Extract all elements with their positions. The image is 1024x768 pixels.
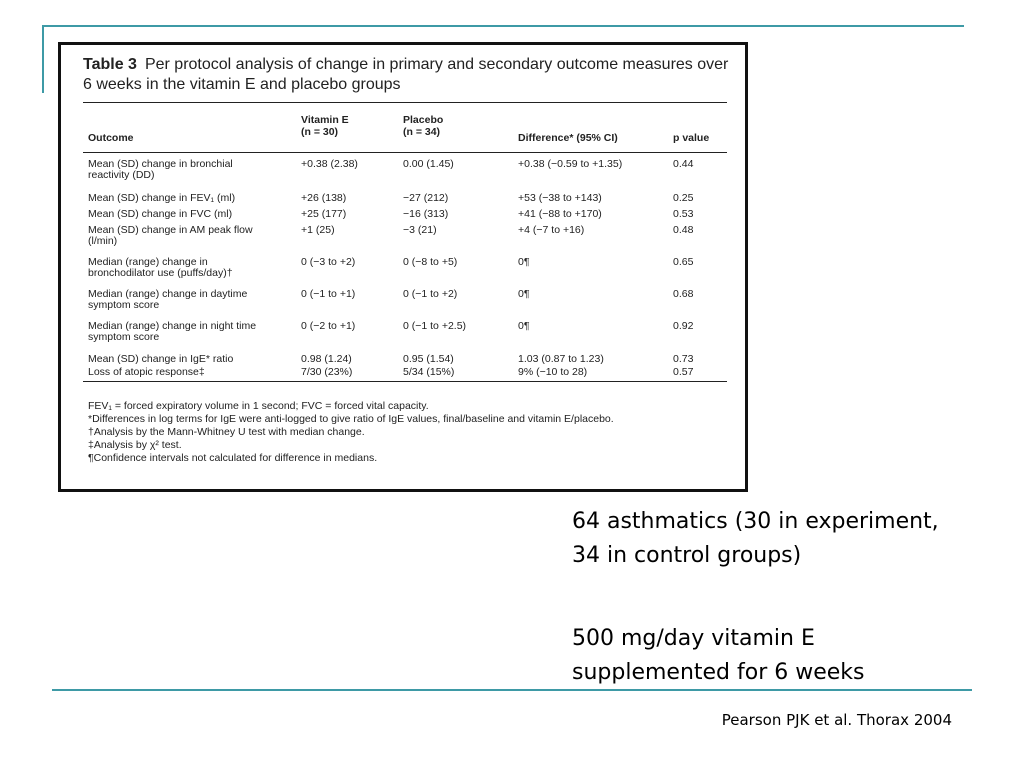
cell-p-value: 0.65 <box>673 256 694 268</box>
bullet-dosage: 500 mg/day vitamin E supplemented for 6 … <box>572 626 865 685</box>
cell-p-value: 0.92 <box>673 320 694 332</box>
cell-placebo: 0 (−8 to +5) <box>403 256 458 268</box>
footnote: *Differences in log terms for IgE were a… <box>88 413 614 425</box>
header-rule <box>83 152 727 153</box>
cell-vitamin-e: 0 (−1 to +1) <box>301 288 356 300</box>
cell-outcome: Loss of atopic response‡ <box>88 366 205 378</box>
cell-placebo: −3 (21) <box>403 224 437 236</box>
cell-outcome: Mean (SD) change in IgE* ratio <box>88 353 234 365</box>
cell-vitamin-e: +1 (25) <box>301 224 335 236</box>
cell-difference: 0¶ <box>518 288 530 300</box>
cell-vitamin-e: +26 (138) <box>301 192 347 204</box>
cell-p-value: 0.57 <box>673 366 694 378</box>
header-outcome: Outcome <box>88 132 134 144</box>
cell-outcome: Mean (SD) change in FVC (ml) <box>88 208 233 220</box>
slide-top-rule <box>42 25 964 27</box>
cell-vitamin-e: 0 (−3 to +2) <box>301 256 356 268</box>
cell-vitamin-e: 0.98 (1.24) <box>301 353 352 365</box>
cell-p-value: 0.48 <box>673 224 694 236</box>
header-placebo: Placebo (n = 34) <box>403 114 444 138</box>
footnote: ‡Analysis by χ² test. <box>88 439 182 451</box>
cell-outcome: Mean (SD) change in AM peak flow (l/min) <box>88 224 253 247</box>
footnote: †Analysis by the Mann-Whitney U test wit… <box>88 426 365 438</box>
table-number: Table 3 <box>83 56 137 73</box>
cell-difference: +53 (−38 to +143) <box>518 192 602 204</box>
cell-difference: 9% (−10 to 28) <box>518 366 588 378</box>
table-figure: Table 3 Per protocol analysis of change i… <box>58 42 748 492</box>
cell-p-value: 0.68 <box>673 288 694 300</box>
cell-vitamin-e: 0 (−2 to +1) <box>301 320 356 332</box>
cell-outcome: Mean (SD) change in bronchial reactivity… <box>88 158 233 181</box>
cell-outcome: Median (range) change in night time symp… <box>88 320 257 343</box>
cell-difference: 0¶ <box>518 320 530 332</box>
cell-placebo: 0 (−1 to +2.5) <box>403 320 467 332</box>
table-title: Per protocol analysis of change in prima… <box>83 56 729 93</box>
cell-difference: +41 (−88 to +170) <box>518 208 602 220</box>
table-caption: Table 3 Per protocol analysis of change i… <box>83 55 733 95</box>
cell-difference: +4 (−7 to +16) <box>518 224 585 236</box>
cell-p-value: 0.25 <box>673 192 694 204</box>
citation: Pearson PJK et al. Thorax 2004 <box>721 711 952 729</box>
cell-placebo: 0.00 (1.45) <box>403 158 454 170</box>
slide-left-rule <box>42 25 44 93</box>
cell-placebo: 5/34 (15%) <box>403 366 455 378</box>
cell-difference: 1.03 (0.87 to 1.23) <box>518 353 604 365</box>
bullet-sample-size: 64 asthmatics (30 in experiment, 34 in c… <box>572 509 939 568</box>
footnote: ¶Confidence intervals not calculated for… <box>88 452 378 464</box>
cell-vitamin-e: +25 (177) <box>301 208 347 220</box>
cell-outcome: Median (range) change in daytime symptom… <box>88 288 248 311</box>
header-vitamin-e: Vitamin E (n = 30) <box>301 114 349 138</box>
cell-p-value: 0.44 <box>673 158 694 170</box>
footnote: FEV₁ = forced expiratory volume in 1 sec… <box>88 400 429 412</box>
cell-placebo: −16 (313) <box>403 208 449 220</box>
cell-difference: 0¶ <box>518 256 530 268</box>
cell-placebo: −27 (212) <box>403 192 449 204</box>
body-bottom-rule <box>83 381 727 382</box>
header-difference: Difference* (95% CI) <box>518 132 618 144</box>
cell-vitamin-e: +0.38 (2.38) <box>301 158 358 170</box>
header-p-value: p value <box>673 132 710 144</box>
cell-vitamin-e: 7/30 (23%) <box>301 366 353 378</box>
cell-placebo: 0 (−1 to +2) <box>403 288 458 300</box>
cell-outcome: Median (range) change in bronchodilator … <box>88 256 233 279</box>
cell-difference: +0.38 (−0.59 to +1.35) <box>518 158 623 170</box>
table-footnotes: FEV₁ = forced expiratory volume in 1 sec… <box>88 400 738 465</box>
slide-bottom-rule <box>52 689 972 691</box>
cell-placebo: 0.95 (1.54) <box>403 353 454 365</box>
cell-p-value: 0.73 <box>673 353 694 365</box>
cell-outcome: Mean (SD) change in FEV₁ (ml) <box>88 192 236 204</box>
table-top-rule <box>83 102 727 103</box>
cell-p-value: 0.53 <box>673 208 694 220</box>
